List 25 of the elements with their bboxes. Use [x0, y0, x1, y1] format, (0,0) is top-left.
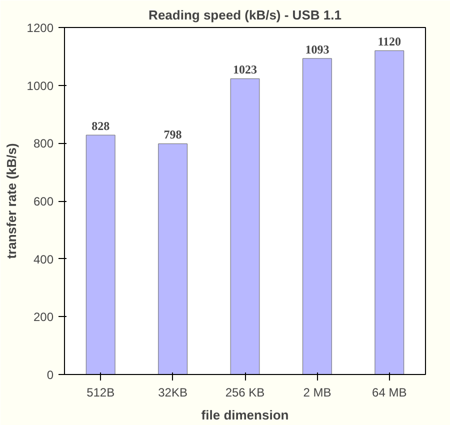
- y-tick-label: 0: [46, 368, 54, 382]
- x-tick-label: 32KB: [158, 386, 188, 400]
- y-axis-title: transfer rate (kB/s): [4, 143, 19, 259]
- data-label: 828: [92, 119, 110, 134]
- data-label: 1120: [378, 34, 402, 49]
- bar: [158, 143, 188, 374]
- y-tick-label: 200: [33, 310, 54, 324]
- y-tick-label: 600: [33, 194, 54, 208]
- bar: [230, 78, 260, 374]
- y-tick-label: 800: [33, 136, 54, 151]
- data-label: 1093: [305, 42, 330, 56]
- x-axis-title: file dimension: [201, 408, 289, 422]
- chart-title: Reading speed (kB/s) - USB 1.1: [148, 8, 342, 22]
- data-label: 1023: [233, 62, 257, 77]
- y-tick-label: 1200: [26, 21, 54, 35]
- x-tick-label: 2 MB: [303, 386, 332, 400]
- bar: [302, 58, 332, 374]
- bar: [86, 134, 116, 374]
- y-tick-label: 1000: [26, 78, 54, 93]
- x-tick-label: 256 KB: [225, 386, 265, 400]
- x-tick-label: 64 MB: [372, 386, 407, 400]
- x-tick-label: 512B: [86, 386, 115, 400]
- y-tick-label: 400: [33, 252, 54, 266]
- bar: [374, 50, 404, 374]
- data-label: 798: [164, 128, 182, 142]
